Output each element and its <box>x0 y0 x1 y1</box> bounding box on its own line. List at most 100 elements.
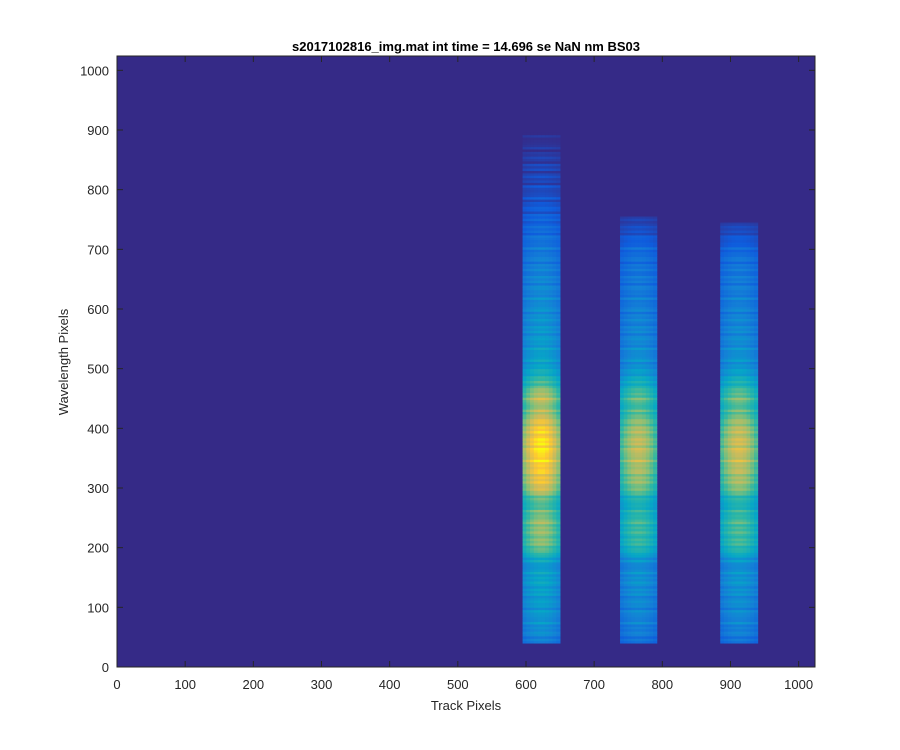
band-cell <box>548 411 553 415</box>
band-cell <box>530 158 535 162</box>
band-cell <box>533 473 538 477</box>
band-cell <box>552 449 557 453</box>
band-cell <box>750 597 755 601</box>
band-cell <box>526 366 531 370</box>
band-cell <box>556 151 561 155</box>
band-cell <box>552 530 557 534</box>
band-cell <box>746 423 751 427</box>
band-cell <box>533 638 538 642</box>
band-cell <box>545 509 550 513</box>
band-cell <box>552 156 557 160</box>
band-cell <box>530 280 535 284</box>
band-cell <box>642 578 647 582</box>
band-cell <box>720 488 725 491</box>
band-cell <box>545 172 550 176</box>
band-cell <box>638 394 643 398</box>
band-cell <box>533 282 538 286</box>
band-cell <box>746 521 751 525</box>
band-cell <box>735 590 740 594</box>
band-cell <box>537 323 542 327</box>
band-cell <box>545 526 550 529</box>
band-cell <box>620 421 625 424</box>
band-cell <box>522 461 527 465</box>
band-cell <box>720 440 725 444</box>
band-cell <box>742 480 747 484</box>
band-cell <box>653 375 658 379</box>
band-cell <box>556 547 561 551</box>
band-cell <box>533 144 538 148</box>
band-cell <box>634 218 639 222</box>
band-cell <box>552 170 557 174</box>
band-cell <box>753 497 759 501</box>
band-cell <box>742 578 747 582</box>
band-cell <box>533 635 538 639</box>
band-cell <box>530 564 535 568</box>
band-cell <box>631 638 636 642</box>
band-cell <box>623 325 628 329</box>
band-cell <box>537 299 542 303</box>
band-cell <box>727 485 732 489</box>
band-cell <box>638 356 643 360</box>
band-cell <box>638 569 643 572</box>
band-cell <box>522 382 527 386</box>
band-cell <box>548 385 553 389</box>
band-cell <box>545 468 550 472</box>
band-cell <box>634 397 639 401</box>
band-cell <box>556 330 561 334</box>
band-cell <box>742 447 747 451</box>
band-cell <box>645 387 650 391</box>
band-cell <box>739 628 744 632</box>
band-cell <box>533 509 538 513</box>
band-cell <box>548 180 553 183</box>
band-cell <box>727 471 732 475</box>
band-cell <box>556 445 561 448</box>
band-cell <box>649 631 654 634</box>
band-cell <box>548 270 553 274</box>
band-cell <box>731 614 736 618</box>
band-cell <box>631 387 636 391</box>
band-cell <box>533 344 538 348</box>
band-cell <box>645 285 650 288</box>
band-cell <box>642 256 647 260</box>
band-cell <box>541 461 546 465</box>
band-cell <box>623 363 628 367</box>
band-cell <box>750 557 755 560</box>
band-cell <box>750 507 755 510</box>
band-cell <box>731 394 736 398</box>
band-cell <box>552 578 557 582</box>
band-cell <box>631 435 636 439</box>
band-cell <box>653 461 658 465</box>
band-cell <box>552 208 557 212</box>
band-cell <box>649 330 654 334</box>
band-cell <box>623 232 628 236</box>
band-cell <box>627 227 632 231</box>
band-cell <box>746 559 751 563</box>
band-cell <box>552 452 557 455</box>
band-cell <box>548 471 553 475</box>
band-cell <box>735 478 740 482</box>
band-cell <box>545 593 550 596</box>
band-cell <box>739 612 744 615</box>
band-cell <box>653 273 658 276</box>
band-cell <box>642 557 647 560</box>
spectral-band-3 <box>720 222 759 644</box>
band-cell <box>724 425 729 429</box>
band-cell <box>537 192 542 195</box>
band-cell <box>623 624 628 627</box>
band-cell <box>545 392 550 396</box>
band-cell <box>526 540 531 544</box>
band-cell <box>638 378 643 381</box>
band-cell <box>541 516 546 520</box>
band-cell <box>727 595 732 599</box>
band-cell <box>533 440 538 444</box>
band-cell <box>649 633 654 637</box>
band-cell <box>653 313 658 317</box>
band-cell <box>750 466 755 470</box>
band-cell <box>627 399 632 403</box>
band-cell <box>541 626 546 630</box>
band-cell <box>537 349 542 353</box>
band-cell <box>753 626 759 630</box>
band-cell <box>537 631 542 634</box>
band-cell <box>545 378 550 381</box>
